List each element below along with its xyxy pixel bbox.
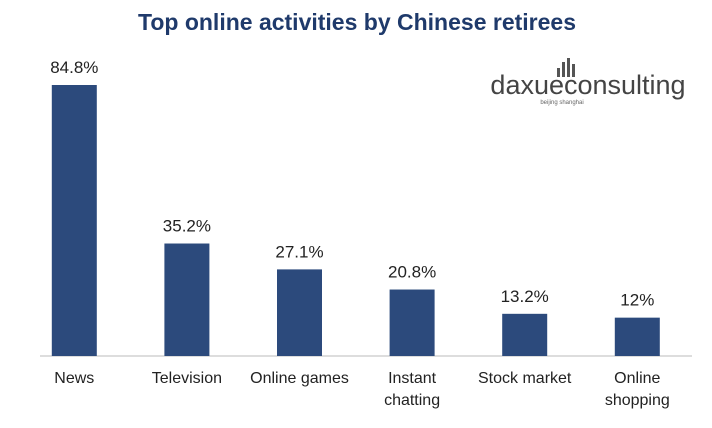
value-label: 84.8% bbox=[50, 58, 98, 77]
x-tick-label: Instant chatting bbox=[384, 370, 441, 409]
x-tick-label: Online shopping bbox=[604, 370, 670, 409]
logo-icon bbox=[557, 58, 575, 77]
x-tick-label: News bbox=[54, 370, 95, 387]
x-tick-label: Television bbox=[151, 370, 223, 387]
bar bbox=[502, 313, 548, 356]
value-label: 35.2% bbox=[163, 217, 211, 236]
bar bbox=[51, 85, 97, 356]
x-tick-label: Online games bbox=[250, 370, 349, 387]
bar bbox=[277, 269, 322, 356]
bar bbox=[614, 317, 660, 356]
chart-title: Top online activities by Chinese retiree… bbox=[138, 9, 576, 35]
logo-name: daxueconsulting bbox=[490, 70, 685, 100]
logo-tagline: beijing shanghai bbox=[540, 100, 583, 106]
bar bbox=[389, 289, 435, 356]
bar bbox=[164, 243, 210, 356]
value-label: 13.2% bbox=[501, 287, 549, 306]
value-label: 12% bbox=[620, 291, 654, 310]
value-label: 27.1% bbox=[275, 242, 323, 261]
x-tick-label: Stock market bbox=[478, 370, 572, 387]
value-label: 20.8% bbox=[388, 263, 436, 282]
